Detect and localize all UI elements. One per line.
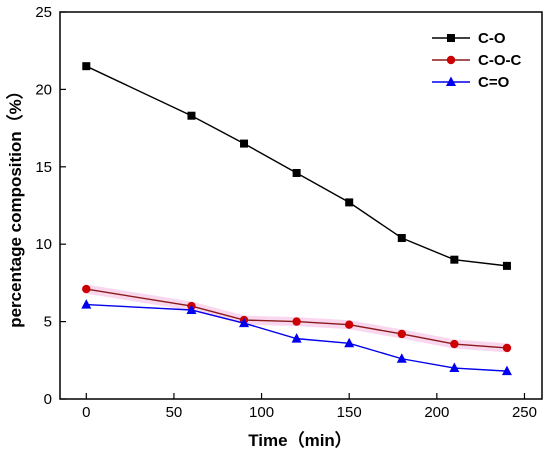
y-tick-label: 25 [35, 4, 52, 21]
data-point [397, 329, 406, 339]
legend-marker [446, 76, 456, 86]
data-point [502, 261, 511, 270]
series-c-o [82, 62, 511, 270]
data-point [186, 304, 197, 314]
series-layer [81, 62, 512, 376]
legend-marker [446, 55, 456, 65]
x-tick-label: 0 [82, 404, 90, 421]
y-tick-label: 20 [35, 81, 52, 98]
y-axis-title: percentage composition（%） [5, 82, 25, 328]
x-tick-label: 200 [424, 404, 449, 421]
legend-label: C-O [478, 30, 506, 47]
series-line [85, 65, 508, 267]
data-point [239, 317, 250, 328]
x-axis-title: Time（min） [248, 430, 352, 450]
data-point [292, 168, 301, 177]
series-c-o-c [82, 284, 512, 353]
series-line [86, 303, 507, 372]
data-point [450, 255, 459, 264]
series-line [86, 288, 507, 349]
data-point [82, 62, 91, 71]
data-point [397, 234, 406, 243]
data-point [187, 111, 196, 120]
data-point [449, 362, 460, 373]
data-point [240, 139, 249, 148]
legend-entry: C-O-C [432, 52, 521, 69]
y-tick-label: 15 [35, 159, 52, 176]
data-point [345, 320, 354, 329]
legend-marker [447, 34, 455, 42]
data-point [81, 299, 92, 309]
legend-entry: C-O [432, 30, 506, 47]
x-tick-label: 150 [337, 404, 362, 421]
y-tick-label: 5 [44, 314, 52, 331]
data-point [396, 353, 407, 363]
data-point [344, 337, 355, 348]
y-tick-label: 10 [35, 236, 52, 253]
legend-label: C-O-C [478, 52, 521, 69]
data-point [291, 333, 302, 343]
x-tick-label: 50 [166, 404, 183, 421]
x-tick-label: 250 [512, 404, 537, 421]
plot-frame [59, 11, 543, 400]
data-point [345, 198, 354, 207]
data-point [502, 343, 512, 353]
legend-label: C=O [478, 74, 510, 91]
data-point [292, 317, 301, 326]
data-point [82, 284, 91, 294]
y-tick-label: 0 [44, 391, 52, 408]
x-tick-label: 100 [249, 404, 274, 421]
legend: C-O C-O-C C=O [432, 30, 521, 91]
series-c-o [81, 299, 512, 376]
legend-entry: C=O [432, 74, 510, 91]
data-point [450, 339, 459, 349]
data-point [501, 365, 512, 376]
axis-ticks: 0 50 100 150 200 250 0 5 10 15 20 25 [35, 4, 537, 421]
